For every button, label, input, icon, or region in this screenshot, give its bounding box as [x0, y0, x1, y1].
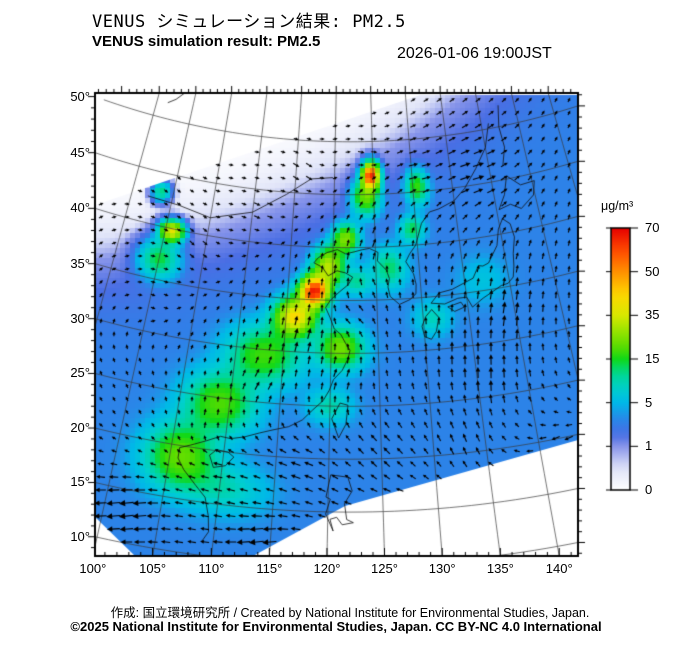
lat-tick-label: 45°: [70, 144, 90, 160]
lat-tick-label: 30°: [70, 310, 90, 326]
lon-tick-label: 130°: [428, 561, 456, 576]
page-title-english: VENUS simulation result: PM2.5: [92, 33, 321, 50]
page-title-japanese: VENUS シミュレーション結果: PM2.5: [92, 12, 406, 32]
lat-tick-label: 40°: [70, 200, 90, 216]
lat-tick-label: 25°: [70, 365, 90, 381]
lon-tick-label: 110°: [198, 561, 225, 576]
lon-tick-label: 115°: [256, 561, 283, 576]
colorbar-tick-label: 35: [645, 307, 660, 323]
colorbar-tick-label: 50: [645, 263, 660, 279]
lon-tick-label: 105°: [139, 561, 167, 576]
colorbar-tick-label: 70: [645, 220, 660, 235]
lon-tick-label: 100°: [79, 561, 107, 576]
colorbar-unit-label: μg/m³: [601, 199, 634, 213]
lon-tick-label: 135°: [486, 561, 514, 576]
colorbar-tick-label: 15: [645, 351, 660, 366]
colorbar-tick-label: 0: [645, 482, 653, 497]
lat-tick-label: 35°: [70, 255, 90, 271]
colorbar-tick-label: 1: [645, 438, 653, 454]
lat-tick-label: 10°: [70, 528, 90, 544]
license-line: ©2025 National Institute for Environment…: [70, 619, 602, 634]
lon-tick-label: 120°: [313, 561, 341, 576]
timestamp-label: 2026-01-06 19:00JST: [397, 45, 552, 62]
lon-tick-label: 140°: [545, 561, 573, 576]
colorbar-tick-label: 5: [645, 394, 653, 410]
lat-tick-label: 50°: [70, 88, 90, 104]
lon-tick-label: 125°: [371, 561, 398, 576]
lat-tick-label: 15°: [70, 474, 90, 490]
lat-tick-label: 20°: [70, 420, 90, 436]
credit-line: 作成: 国立環境研究所 / Created by National Instit…: [110, 606, 590, 620]
